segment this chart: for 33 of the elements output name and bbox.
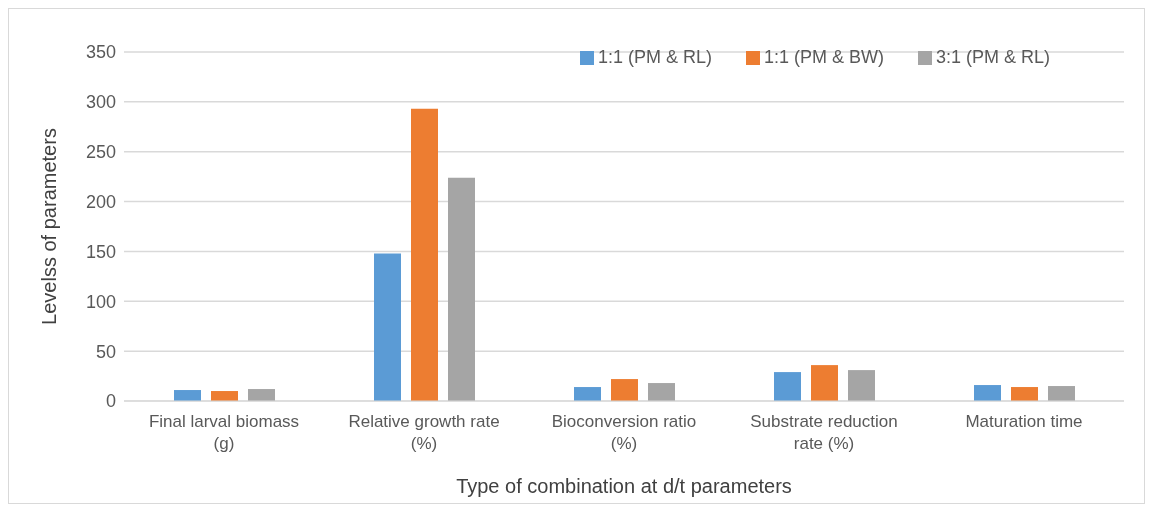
x-axis-title: Type of combination at d/t parameters [456,475,792,497]
bar [411,108,438,401]
y-tick-label: 300 [85,92,116,113]
bar [848,370,875,401]
bar [248,389,275,401]
y-tick-label: 100 [85,291,116,312]
bar [448,177,475,401]
bar [374,253,401,401]
x-tick-label: Substrate reduction rate (%) [750,412,898,453]
y-tick-label: 50 [95,341,116,362]
bar [211,391,238,401]
y-tick-label: 200 [85,191,116,212]
y-axis-title: Levelss of parameters [38,128,61,325]
x-tick-label: Final larval biomass (g) [148,412,300,453]
bar [574,387,601,401]
bar [811,365,838,401]
y-tick-label: 150 [85,241,116,262]
bar [1048,386,1075,401]
y-tick-label: 250 [85,142,116,163]
x-tick-label: Bioconversion ratio (%) [551,412,697,453]
bar [611,379,638,401]
legend-label: 3:1 (PM & RL) [935,47,1050,67]
x-tick-label: Maturation time [965,412,1083,431]
bar [1011,387,1038,401]
y-tick-label: 0 [105,391,116,412]
x-tick-label: Relative growth rate (%) [348,412,500,453]
y-tick-label: 350 [85,42,116,63]
legend-label: 1:1 (PM & BW) [763,47,884,67]
bar [774,372,801,401]
legend-label: 1:1 (PM & RL) [597,47,712,67]
bar [648,383,675,401]
bar [974,385,1001,401]
bar [174,390,201,401]
